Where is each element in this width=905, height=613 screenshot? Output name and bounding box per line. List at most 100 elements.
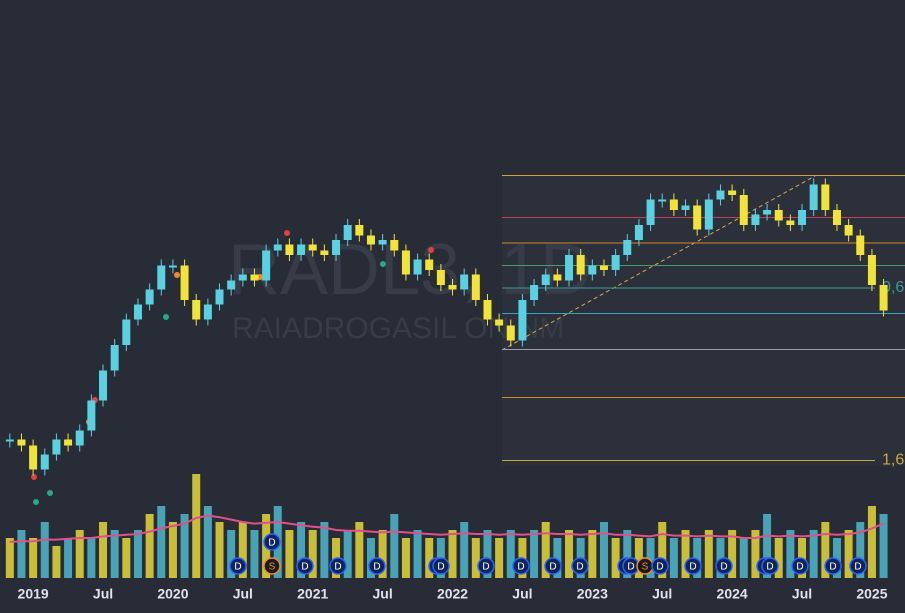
volume-bar (739, 538, 748, 578)
candle (483, 300, 492, 320)
candle (273, 244, 282, 251)
volume-bar (227, 530, 236, 578)
volume-bar (693, 538, 702, 578)
volume-bar (355, 522, 364, 578)
candle (378, 240, 387, 245)
candle (87, 400, 96, 431)
candle (774, 210, 783, 221)
candle (436, 270, 445, 285)
volume-bar (634, 538, 643, 578)
candle (203, 304, 212, 320)
event-badge (368, 557, 386, 575)
candle (506, 325, 515, 341)
volume-bar (460, 522, 469, 578)
event-badge (715, 557, 733, 575)
candle (576, 255, 585, 275)
volume-bar (763, 514, 772, 578)
candle (658, 199, 667, 202)
volume-bar (122, 538, 131, 578)
candle (238, 274, 247, 281)
event-label: D (656, 562, 663, 573)
candle (262, 250, 271, 281)
volume-bar (366, 538, 375, 578)
event-badge (684, 557, 702, 575)
candle (285, 244, 294, 255)
candle (5, 439, 14, 442)
signal-dot (174, 272, 180, 278)
volume-bar (192, 474, 201, 578)
candle (611, 255, 620, 270)
x-tick-label: 2021 (297, 586, 328, 602)
event-badge (296, 557, 314, 575)
x-tick-label: 2020 (157, 586, 188, 602)
volume-bar (530, 530, 539, 578)
volume-ma (9, 514, 884, 543)
x-tick-label: Jul (233, 586, 253, 602)
volume-bar (669, 538, 678, 578)
volume-bar (87, 538, 96, 578)
event-label: D (627, 562, 634, 573)
event-label: D (301, 562, 308, 573)
event-label: D (689, 562, 696, 573)
signal-dot (257, 274, 263, 280)
candle (192, 300, 201, 320)
event-badge (791, 557, 809, 575)
volume-bar (145, 514, 154, 578)
volume-bar (483, 530, 492, 578)
volume-bar (52, 546, 61, 578)
candle (856, 235, 865, 255)
volume-bar (250, 530, 259, 578)
candle (366, 235, 375, 245)
volume-bar (856, 522, 865, 578)
candle (832, 210, 841, 225)
x-tick-label: Jul (93, 586, 113, 602)
candle (448, 285, 457, 290)
event-badge (263, 533, 281, 551)
event-badge (512, 557, 530, 575)
candle (693, 205, 702, 230)
candle (728, 190, 737, 195)
volume-bar (588, 530, 597, 578)
candle (110, 345, 119, 371)
volume-bar (75, 530, 84, 578)
event-badge (761, 557, 779, 575)
candle (99, 370, 108, 401)
signal-dot (284, 230, 290, 236)
event-label: D (576, 562, 583, 573)
event-badge (477, 557, 495, 575)
volume-bar (133, 530, 142, 578)
volume-bar (541, 522, 550, 578)
event-badge (651, 557, 669, 575)
volume-bar (471, 538, 480, 578)
candle (588, 265, 597, 275)
volume-bar (203, 506, 212, 578)
candle (227, 280, 236, 290)
x-tick-label: Jul (512, 586, 532, 602)
volume-bar (867, 506, 876, 578)
volume-bar (17, 530, 26, 578)
signal-dot (380, 261, 386, 267)
candle (308, 244, 317, 251)
event-badge (849, 557, 867, 575)
candle (332, 240, 341, 255)
volume-bar (658, 522, 667, 578)
volume-bar (448, 530, 457, 578)
candle (530, 285, 539, 300)
volume-bar (879, 514, 888, 578)
volume-bar (599, 522, 608, 578)
volume-bar (565, 530, 574, 578)
candle (157, 265, 166, 290)
event-label: D (766, 562, 773, 573)
x-tick-label: Jul (652, 586, 672, 602)
candle (250, 274, 259, 281)
candle (599, 265, 608, 270)
volume-bar (425, 538, 434, 578)
volume-bar (844, 530, 853, 578)
x-tick-label: 2019 (18, 586, 49, 602)
volume-bar (180, 514, 189, 578)
event-label: D (234, 562, 241, 573)
candle (145, 289, 154, 305)
candle (495, 319, 504, 326)
event-badge (544, 557, 562, 575)
